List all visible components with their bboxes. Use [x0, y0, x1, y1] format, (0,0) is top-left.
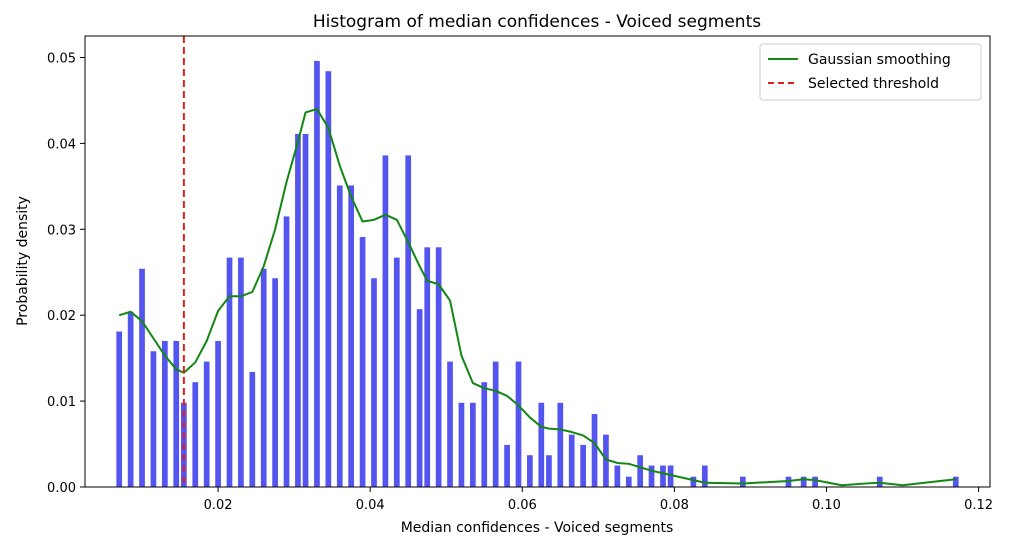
gaussian-smoothing-line: [118, 108, 956, 487]
histogram-bar: [295, 133, 301, 487]
x-tick-label: 0.10: [812, 498, 841, 513]
histogram-bar: [690, 476, 697, 487]
histogram-bar: [393, 257, 400, 487]
histogram-bar: [371, 278, 377, 487]
histogram-bar: [416, 309, 423, 487]
x-tick-label: 0.06: [508, 498, 537, 513]
histogram-bar: [701, 465, 708, 487]
x-tick-label: 0.04: [356, 498, 385, 513]
y-tick-label: 0.02: [47, 309, 76, 324]
histogram-bar: [504, 444, 510, 487]
y-tick-label: 0.03: [47, 223, 76, 238]
histogram-bar: [637, 455, 644, 487]
histogram-bar: [302, 133, 309, 487]
histogram-bar: [382, 155, 389, 487]
y-axis-ticks: 0.00 0.01 0.02 0.03 0.04 0.05: [47, 51, 85, 496]
histogram-bar: [435, 247, 442, 487]
histogram-bar: [527, 455, 533, 487]
histogram-bar: [603, 434, 609, 487]
histogram-bar: [162, 340, 168, 487]
histogram-bar: [173, 340, 180, 487]
histogram-bar: [812, 476, 818, 487]
histogram-bar: [272, 278, 278, 487]
y-axis-label: Probability density: [15, 196, 31, 326]
histogram-bar: [648, 465, 655, 487]
x-axis-ticks: 0.02 0.04 0.06 0.08 0.10 0.12: [204, 487, 993, 513]
legend-frame: [759, 43, 982, 101]
histogram-bar: [192, 382, 199, 487]
histogram-bar: [348, 185, 355, 487]
histogram-bar: [314, 60, 320, 487]
histogram-bar: [116, 331, 123, 487]
histogram-bar: [800, 476, 807, 487]
histogram-bar: [568, 434, 575, 487]
y-tick-label: 0.05: [47, 51, 76, 66]
histogram-bar: [557, 402, 564, 487]
histogram-bar: [470, 402, 476, 487]
histogram-bar: [591, 413, 598, 487]
histogram-bar: [515, 361, 522, 487]
x-tick-label: 0.12: [964, 498, 993, 513]
histogram-bar: [614, 465, 621, 487]
x-tick-label: 0.02: [204, 498, 233, 513]
histogram-bar: [660, 465, 666, 487]
histogram-bar: [150, 351, 157, 487]
lines-layer: [118, 36, 956, 487]
x-tick-label: 0.08: [660, 498, 689, 513]
histogram-bar: [226, 257, 233, 487]
histogram-bar: [492, 361, 499, 487]
histogram-bar: [739, 476, 746, 487]
histogram-bar: [447, 361, 453, 487]
histogram-bar: [260, 268, 267, 487]
chart-title: Histogram of median confidences - Voiced…: [313, 12, 761, 32]
legend: Gaussian smoothing Selected threshold: [759, 43, 982, 101]
histogram-bar: [667, 465, 674, 487]
plot-frame: [84, 35, 991, 488]
histogram-bar: [580, 444, 586, 487]
histogram-bar: [127, 311, 134, 487]
histogram-bar: [481, 382, 488, 487]
histogram-bar: [215, 340, 221, 487]
histogram-bar: [424, 247, 431, 487]
legend-label-selected-threshold: Selected threshold: [808, 76, 939, 92]
histogram-bar: [139, 268, 145, 487]
histogram-bar: [359, 237, 366, 487]
histogram-bar: [546, 455, 552, 487]
histogram-bar: [625, 476, 632, 487]
y-tick-label: 0.00: [47, 481, 76, 496]
histogram-bar: [538, 402, 545, 487]
histogram-bar: [458, 402, 465, 487]
histogram-bar: [952, 476, 959, 487]
histogram-bar: [405, 155, 412, 487]
histogram-bar: [336, 185, 343, 487]
histogram-bar: [283, 216, 290, 487]
legend-label-gaussian-smoothing: Gaussian smoothing: [808, 52, 951, 68]
histogram-bar: [325, 71, 332, 487]
y-tick-label: 0.01: [47, 395, 76, 410]
x-axis-label: Median confidences - Voiced segments: [401, 520, 674, 536]
bars-layer: [116, 60, 959, 487]
histogram-bar: [203, 361, 210, 487]
histogram-bar: [249, 371, 256, 487]
y-tick-label: 0.04: [47, 137, 76, 152]
histogram-bar: [238, 257, 244, 487]
